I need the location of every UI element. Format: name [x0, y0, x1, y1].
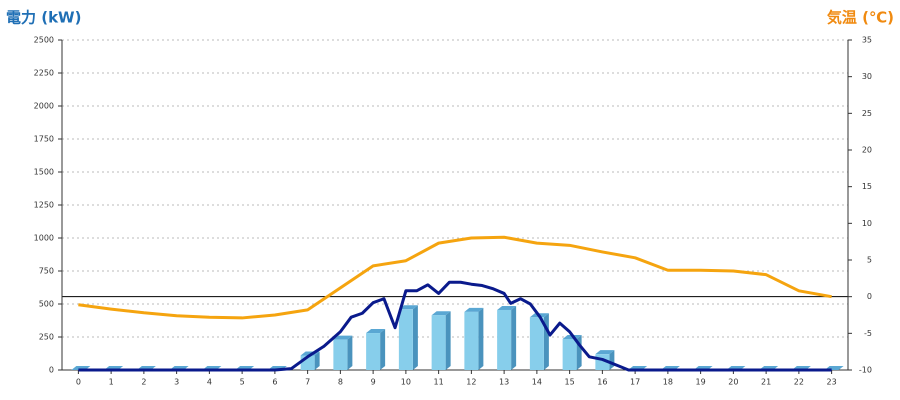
y2-tick-label: 0 [867, 292, 872, 301]
x-tick-label: 4 [207, 378, 212, 387]
x-tick-label: 15 [565, 378, 575, 387]
bar [529, 313, 549, 370]
x-tick-label: 23 [827, 378, 837, 387]
y2-tick-label: -5 [864, 329, 872, 338]
x-tick-label: 21 [761, 378, 771, 387]
y-tick-label: 1750 [34, 135, 54, 144]
x-tick-label: 2 [141, 378, 146, 387]
bar-side [511, 305, 517, 370]
x-tick-label: 17 [630, 378, 640, 387]
bar-top [431, 311, 451, 316]
bar-front [398, 309, 413, 370]
x-tick-label: 11 [434, 378, 444, 387]
y-tick-label: 250 [39, 333, 54, 342]
bar-top [595, 350, 615, 355]
y2-tick-label: 35 [862, 36, 872, 45]
bar [431, 311, 451, 370]
y2-tick-label: 10 [862, 219, 872, 228]
bar-side [445, 311, 451, 370]
y-axis-title: 電力 (kW) [6, 9, 81, 27]
bar [497, 305, 517, 370]
bar-front [431, 315, 446, 370]
bar-top [398, 305, 418, 310]
y2-tick-label: 25 [862, 109, 872, 118]
y2-tick-label: -10 [859, 366, 872, 375]
bar-side [543, 313, 549, 370]
y2-tick-label: 20 [862, 146, 872, 155]
y-tick-label: 1000 [34, 234, 54, 243]
bar [464, 307, 484, 370]
y2-tick-label: 15 [862, 182, 872, 191]
y-tick-label: 1250 [34, 201, 54, 210]
bar-side [478, 307, 484, 370]
bar [366, 329, 386, 370]
line [78, 235, 832, 320]
x-tick-label: 8 [338, 378, 343, 387]
x-tick-label: 19 [696, 378, 706, 387]
bar-side [347, 335, 353, 370]
y2-axis-title: 気温 (℃) [827, 9, 894, 27]
line [78, 280, 832, 372]
bar [562, 334, 582, 370]
bar-side [412, 305, 418, 370]
x-tick-label: 7 [305, 378, 310, 387]
y-tick-label: 1500 [34, 168, 54, 177]
bar [398, 305, 418, 370]
bar-top [333, 335, 353, 340]
bar-front [497, 309, 512, 370]
bar-side [380, 329, 386, 370]
bar-front [464, 311, 479, 370]
x-tick-label: 13 [499, 378, 509, 387]
y2-tick-label: 30 [862, 72, 872, 81]
x-tick-label: 16 [597, 378, 607, 387]
bar-front [529, 317, 544, 370]
x-tick-label: 5 [240, 378, 245, 387]
bar [333, 335, 353, 370]
x-tick-label: 22 [794, 378, 804, 387]
x-tick-label: 18 [663, 378, 673, 387]
bar-top [366, 329, 386, 334]
x-tick-label: 0 [76, 378, 81, 387]
x-tick-label: 10 [401, 378, 411, 387]
bar-top [464, 307, 484, 312]
x-tick-label: 20 [728, 378, 738, 387]
x-tick-label: 3 [174, 378, 179, 387]
x-tick-label: 14 [532, 378, 542, 387]
bar-front [333, 339, 348, 370]
x-tick-label: 6 [272, 378, 277, 387]
bar-front [562, 338, 577, 370]
bar-top [497, 305, 517, 310]
x-tick-label: 12 [466, 378, 476, 387]
y-tick-label: 2000 [34, 102, 54, 111]
y-tick-label: 750 [39, 267, 54, 276]
y-tick-label: 0 [49, 366, 54, 375]
x-tick-label: 1 [109, 378, 114, 387]
y-tick-label: 2500 [34, 36, 54, 45]
x-tick-label: 9 [371, 378, 376, 387]
bar-front [366, 333, 381, 370]
y-tick-label: 2250 [34, 69, 54, 78]
y2-tick-label: 5 [867, 256, 872, 265]
y-tick-label: 500 [39, 300, 54, 309]
bar-side [314, 351, 320, 370]
